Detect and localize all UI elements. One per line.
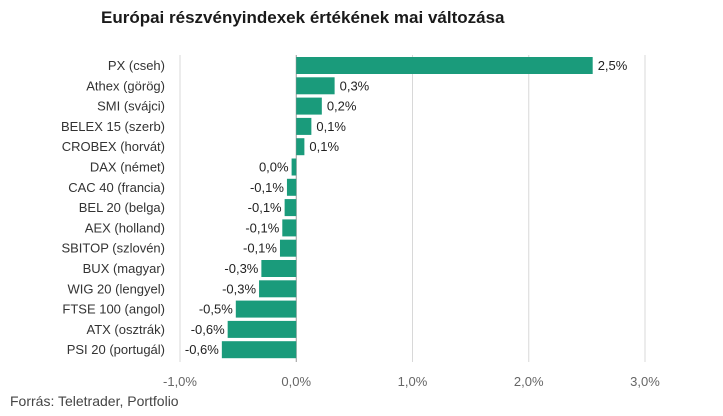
category-label: AEX (holland) — [85, 220, 165, 235]
category-label: DAX (német) — [90, 160, 165, 175]
value-label: -0,6% — [185, 342, 219, 357]
category-label: SBITOP (szlovén) — [61, 241, 165, 256]
bar — [296, 138, 305, 156]
x-tick-label: 0,0% — [281, 374, 311, 389]
category-labels: PX (cseh) Athex (görög) SMI (svájci) BELEX … — [61, 58, 165, 357]
category-label: FTSE 100 (angol) — [62, 302, 165, 317]
category-label: SMI (svájci) — [97, 99, 165, 114]
category-label: PX (cseh) — [108, 58, 165, 73]
value-label: 0,1% — [309, 139, 339, 154]
category-label: WIG 20 (lengyel) — [67, 281, 165, 296]
value-labels: 2,5% 0,3% 0,2% 0,1% 0,1% 0,0% -0,1% -0,1% -0,1% -… — [185, 58, 628, 357]
value-label: -0,3% — [224, 261, 258, 276]
value-label: -0,6% — [191, 322, 225, 337]
bar — [296, 57, 593, 74]
category-label: BEL 20 (belga) — [79, 200, 165, 215]
bar — [284, 199, 297, 217]
category-label: CAC 40 (francia) — [68, 180, 165, 195]
bar — [286, 178, 297, 196]
source-note: Forrás: Teletrader, Portfolio — [10, 393, 179, 409]
bar — [296, 117, 312, 135]
category-label: PSI 20 (portugál) — [67, 342, 165, 357]
bar — [296, 97, 322, 115]
x-tick-label: 1,0% — [398, 374, 428, 389]
bar — [291, 158, 297, 176]
category-label: BUX (magyar) — [83, 261, 165, 276]
value-label: 0,2% — [327, 99, 357, 114]
bar — [259, 280, 297, 298]
x-tick-label: 3,0% — [630, 374, 660, 389]
chart-title: Európai részvényindexek értékének mai vá… — [101, 8, 505, 27]
bar — [235, 300, 297, 318]
value-label: 2,5% — [598, 58, 628, 73]
category-label: CROBEX (horvát) — [62, 139, 165, 154]
bar — [282, 219, 297, 237]
category-label: BELEX 15 (szerb) — [61, 119, 165, 134]
value-label: -0,3% — [222, 281, 256, 296]
x-tick-label: 2,0% — [514, 374, 544, 389]
value-label: -0,1% — [243, 241, 277, 256]
value-label: -0,5% — [199, 302, 233, 317]
x-axis-ticks: -1,0% 0,0% 1,0% 2,0% 3,0% — [163, 374, 660, 389]
value-label: 0,0% — [259, 160, 289, 175]
bar — [221, 341, 297, 359]
bar — [296, 77, 335, 95]
x-tick-label: -1,0% — [163, 374, 197, 389]
value-label: -0,1% — [245, 220, 279, 235]
bar — [261, 260, 297, 277]
category-label: Athex (görög) — [86, 78, 165, 93]
bar — [279, 239, 297, 257]
value-label: 0,3% — [340, 78, 370, 93]
value-label: 0,1% — [316, 119, 346, 134]
bars — [221, 57, 593, 359]
bar — [227, 320, 297, 338]
value-label: -0,1% — [248, 200, 282, 215]
category-label: ATX (osztrák) — [87, 322, 166, 337]
value-label: -0,1% — [250, 180, 284, 195]
